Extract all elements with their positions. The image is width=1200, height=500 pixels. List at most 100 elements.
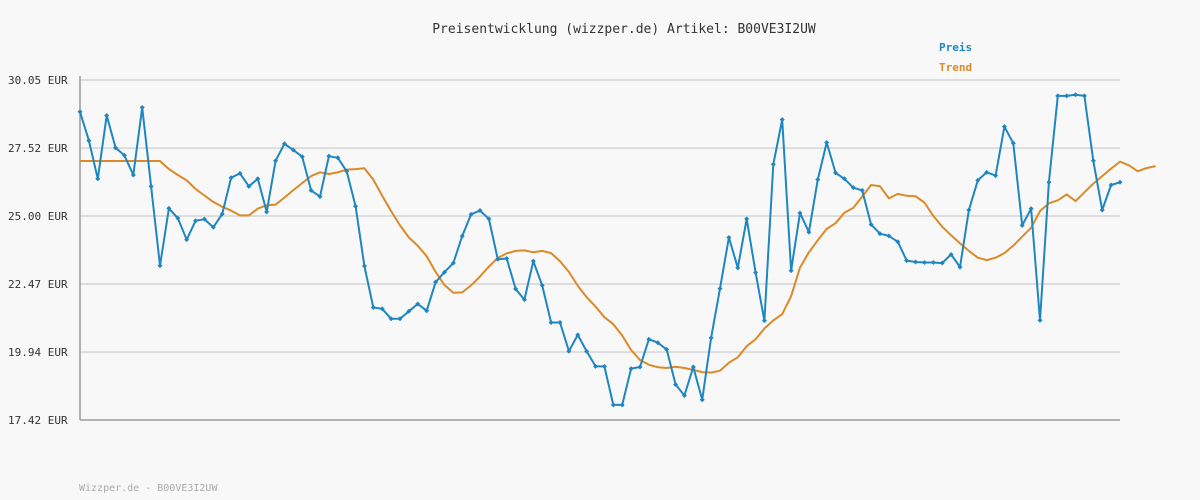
preis-point: [557, 320, 563, 326]
grid-lines: [80, 79, 1120, 354]
preis-point: [219, 211, 225, 217]
preis-point: [157, 263, 163, 269]
trend-line: [80, 160, 1156, 374]
preis-point: [886, 233, 892, 239]
preis-point: [1073, 92, 1079, 98]
preis-point: [850, 185, 856, 191]
preis-point: [948, 251, 954, 257]
preis-point: [139, 104, 145, 110]
preis-point: [184, 237, 190, 243]
preis-point: [913, 259, 919, 265]
preis-point: [708, 335, 714, 341]
preis-point: [664, 346, 670, 352]
preis-point: [841, 176, 847, 182]
preis-point: [148, 183, 154, 189]
preis-point: [397, 316, 403, 322]
preis-point: [726, 234, 732, 240]
preis-point: [1001, 124, 1007, 130]
preis-point: [904, 258, 910, 264]
y-tick-label: 17.42 EUR: [8, 414, 68, 427]
preis-point: [193, 218, 199, 224]
preis-point: [833, 170, 839, 176]
preis-point: [699, 397, 705, 403]
preis-point: [824, 139, 830, 145]
preis-point: [1099, 207, 1105, 213]
preis-point: [370, 304, 376, 310]
chart-title: Preisentwicklung (wizzper.de) Artikel: B…: [432, 22, 816, 37]
preis-point: [1028, 206, 1034, 212]
y-tick-label: 25.00 EUR: [8, 210, 68, 223]
preis-point: [415, 301, 421, 307]
preis-point: [566, 348, 572, 354]
preis-point: [1064, 93, 1070, 99]
legend-preis: Preis: [939, 41, 972, 54]
preis-point: [930, 260, 936, 266]
preis-point: [344, 168, 350, 174]
preis-point: [575, 332, 581, 338]
preis-point: [530, 258, 536, 264]
preis-point: [806, 229, 812, 235]
preis-point: [201, 216, 207, 222]
preis-point: [424, 308, 430, 314]
preis-point: [548, 320, 554, 326]
preis-point: [895, 239, 901, 245]
preis-point: [779, 117, 785, 123]
preis-point: [761, 318, 767, 324]
preis-point: [317, 194, 323, 200]
preis-point: [1081, 93, 1087, 99]
preis-point: [744, 216, 750, 222]
preis-point: [619, 402, 625, 408]
preis-point: [681, 393, 687, 399]
preis-point: [175, 215, 181, 221]
preis-point: [539, 282, 545, 288]
y-tick-label: 27.52 EUR: [8, 142, 68, 155]
preis-point: [379, 306, 385, 312]
preis-point: [1010, 140, 1016, 146]
preis-point: [1019, 222, 1025, 228]
preis-point: [326, 153, 332, 159]
preis-point: [815, 177, 821, 183]
preis-series: [77, 92, 1123, 408]
preis-point: [353, 203, 359, 209]
preis-point: [868, 222, 874, 228]
preis-point: [690, 364, 696, 370]
preis-point: [335, 155, 341, 161]
legend-trend: Trend: [939, 61, 972, 74]
preis-point: [486, 216, 492, 222]
preis-point: [1117, 179, 1123, 185]
preis-point: [1090, 158, 1096, 164]
preis-point: [788, 268, 794, 274]
preis-point: [166, 205, 172, 211]
preis-point: [441, 269, 447, 275]
preis-point: [495, 256, 501, 262]
preis-point: [264, 209, 270, 215]
preis-point: [290, 147, 296, 153]
preis-point: [113, 145, 119, 151]
preis-point: [77, 109, 83, 115]
preis-point: [210, 224, 216, 230]
preis-point: [984, 169, 990, 175]
preis-point: [646, 336, 652, 342]
preis-point: [255, 176, 261, 182]
preis-point: [86, 138, 92, 144]
preis-line: [79, 93, 1121, 406]
preis-point: [406, 308, 412, 314]
preis-point: [655, 340, 661, 346]
preis-point: [521, 297, 527, 303]
preis-point: [468, 211, 474, 217]
preis-point: [770, 161, 776, 167]
preis-point: [610, 402, 616, 408]
preis-point: [957, 264, 963, 270]
preis-point: [130, 172, 136, 178]
y-tick-label: 22.47 EUR: [8, 278, 68, 291]
y-tick-labels: 30.05 EUR 27.52 EUR 25.00 EUR 22.47 EUR 19.9…: [8, 74, 68, 427]
preis-point: [1037, 317, 1043, 323]
preis-point: [584, 348, 590, 354]
preis-point: [433, 279, 439, 285]
preis-point: [939, 260, 945, 266]
preis-point: [281, 141, 287, 147]
preis-point: [388, 316, 394, 322]
preis-point: [104, 113, 110, 119]
